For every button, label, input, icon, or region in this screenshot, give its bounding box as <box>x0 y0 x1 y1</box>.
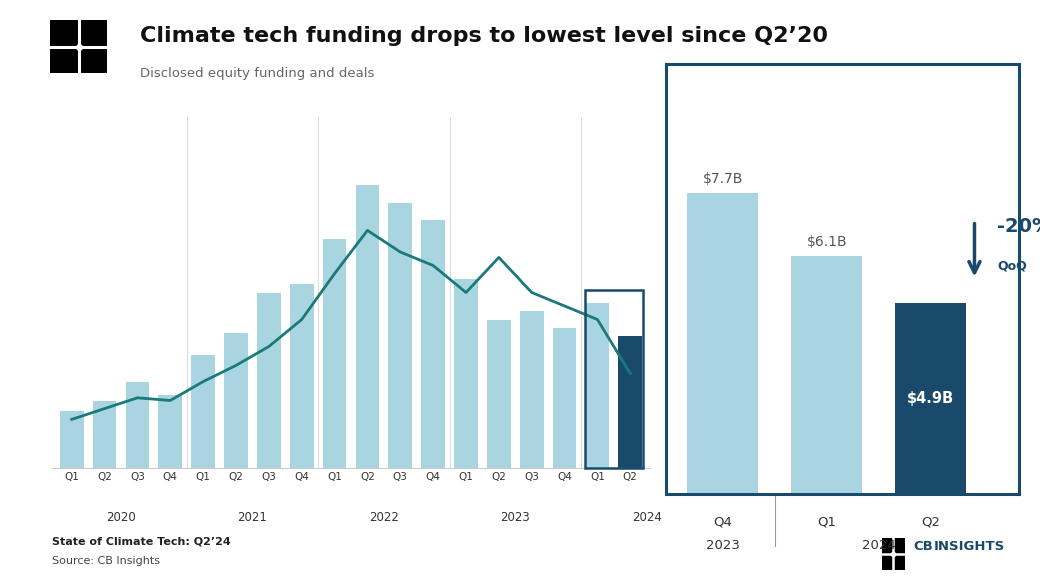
Bar <box>290 284 313 468</box>
Text: $6.1B: $6.1B <box>806 235 848 249</box>
Bar <box>225 333 248 468</box>
Bar <box>158 395 182 468</box>
Bar <box>60 411 83 468</box>
Text: QoQ: QoQ <box>997 260 1028 273</box>
Bar <box>322 239 346 468</box>
Bar <box>356 184 380 468</box>
Text: $4.9B: $4.9B <box>907 391 955 406</box>
Bar <box>791 256 862 494</box>
Bar <box>126 381 150 468</box>
Text: 2022: 2022 <box>369 511 398 524</box>
Text: State of Climate Tech: Q2’24: State of Climate Tech: Q2’24 <box>52 537 231 547</box>
Text: 2024: 2024 <box>862 539 895 552</box>
Text: CB: CB <box>913 540 933 553</box>
Text: Disclosed equity funding and deals: Disclosed equity funding and deals <box>140 67 374 80</box>
Bar <box>93 401 116 468</box>
Bar <box>895 303 966 494</box>
Text: 2021: 2021 <box>237 511 267 524</box>
Bar <box>586 303 609 468</box>
Bar <box>421 219 445 468</box>
Text: 2024: 2024 <box>631 511 661 524</box>
Bar <box>552 328 576 468</box>
Bar <box>191 355 215 468</box>
Bar <box>584 290 643 468</box>
Bar <box>454 279 477 468</box>
Text: 2023: 2023 <box>706 539 739 552</box>
Text: INSIGHTS: INSIGHTS <box>934 540 1006 553</box>
Bar <box>619 336 642 468</box>
Text: 2023: 2023 <box>500 511 530 524</box>
Text: Source: CB Insights: Source: CB Insights <box>52 556 160 566</box>
Text: Q4: Q4 <box>713 516 732 529</box>
Text: Q2: Q2 <box>921 516 940 529</box>
Bar <box>687 193 758 494</box>
Bar <box>487 319 511 468</box>
Text: Q1: Q1 <box>817 516 836 529</box>
Text: 2020: 2020 <box>106 511 136 524</box>
Bar <box>520 311 544 468</box>
Text: $7.7B: $7.7B <box>703 173 743 186</box>
Text: Climate tech funding drops to lowest level since Q2’20: Climate tech funding drops to lowest lev… <box>140 26 829 46</box>
Text: -20%: -20% <box>997 217 1040 236</box>
Bar <box>257 292 281 468</box>
Bar <box>389 204 412 468</box>
